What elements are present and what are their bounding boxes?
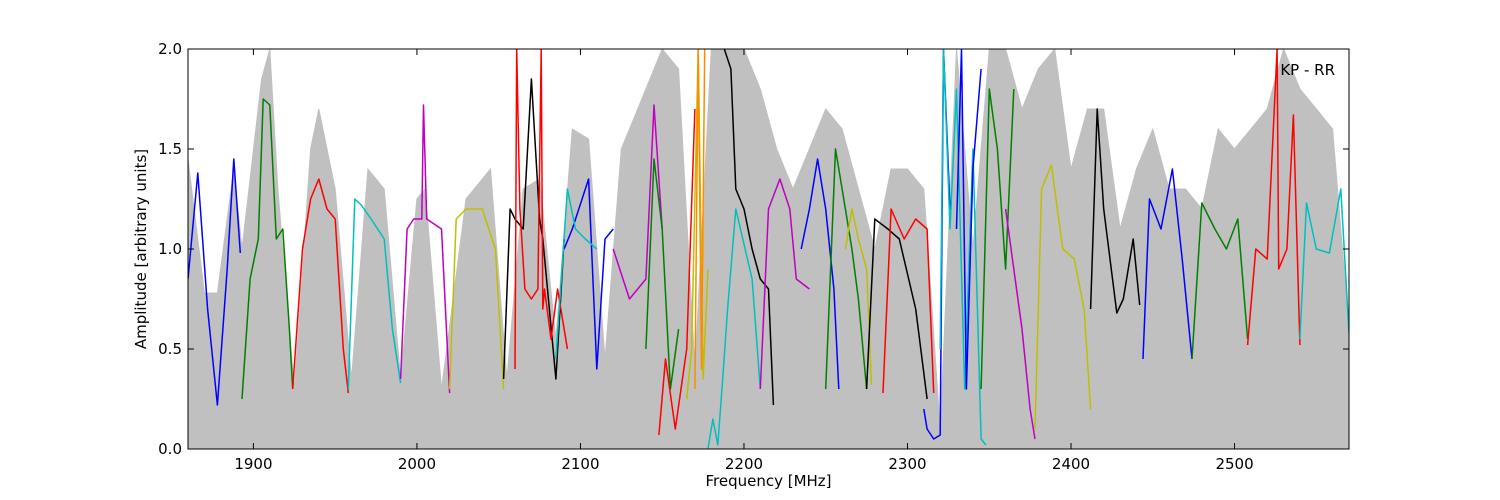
x-tick-label: 2500	[1215, 455, 1253, 473]
series-line-23	[882, 208, 935, 394]
y-tick-label: 2.0	[158, 40, 182, 58]
series-line-31	[1142, 168, 1193, 360]
y-tick-label: 0.0	[158, 440, 182, 458]
series-line-4	[347, 198, 402, 390]
series-line-1	[188, 158, 242, 406]
x-tick-label: 2400	[1052, 455, 1090, 473]
series-line-14	[685, 49, 709, 400]
series-line-10	[555, 188, 598, 360]
annotation-label: KP - RR	[1280, 61, 1335, 79]
series-line-32	[1191, 202, 1249, 360]
series-line-9	[563, 178, 614, 370]
series-line-13	[658, 108, 696, 436]
y-tick-label: 1.5	[158, 140, 182, 158]
x-tick-label: 2300	[888, 455, 926, 473]
series-line-17	[723, 49, 775, 406]
envelope-band	[188, 49, 1349, 449]
x-tick-label: 1900	[234, 455, 272, 473]
x-tick-label: 2000	[398, 455, 436, 473]
series-line-29	[1034, 164, 1092, 430]
y-tick-label: 0.5	[158, 340, 182, 358]
series-line-26	[955, 49, 982, 390]
series-line-19	[800, 158, 840, 390]
series-line-18	[759, 178, 810, 390]
series-line-12	[645, 158, 680, 390]
series-line-2	[241, 98, 294, 400]
y-tick-label: 1.0	[158, 240, 182, 258]
series-line-33	[1246, 49, 1301, 346]
x-axis-label: Frequency [MHz]	[705, 472, 831, 490]
series-line-6	[448, 208, 505, 390]
series-line-3	[291, 178, 350, 394]
y-axis-label: Amplitude [arbitrary units]	[132, 149, 150, 349]
series-line-11	[612, 104, 663, 300]
series-line-8	[514, 49, 569, 370]
tick-marks	[188, 48, 1349, 450]
series-line-15	[694, 49, 706, 390]
series-line-25	[939, 49, 987, 446]
series-line-30	[1089, 108, 1141, 314]
series-line-28	[1004, 208, 1036, 440]
x-tick-label: 2100	[561, 455, 599, 473]
x-tick-label: 2200	[725, 455, 763, 473]
series-line-27	[980, 88, 1015, 390]
series-line-5	[399, 104, 451, 394]
series-line-22	[865, 218, 928, 400]
tick-labels: 1900 2000 2100 2200 2300 2400 2500 0.0 0.5 1.0 1.5…	[158, 40, 1253, 473]
series-line-21	[844, 208, 873, 386]
series-line-16	[707, 208, 762, 449]
series-line-34	[1299, 188, 1349, 340]
plot-area	[188, 49, 1349, 449]
